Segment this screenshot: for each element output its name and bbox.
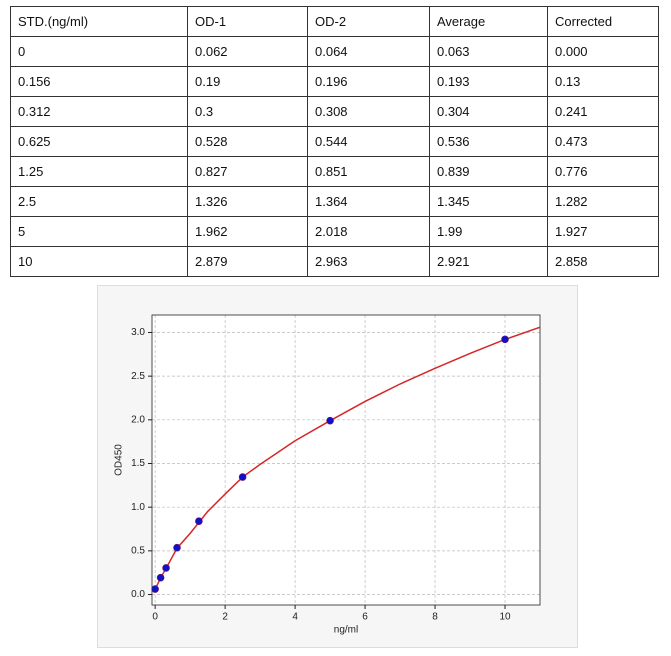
table-cell: STD.(ng/ml) <box>10 6 188 37</box>
x-tick-label: 6 <box>362 612 368 623</box>
table-cell: 0.063 <box>429 36 548 67</box>
y-tick-label: 2.0 <box>131 414 145 425</box>
table-cell: Average <box>429 6 548 37</box>
table-cell: 10 <box>10 246 188 277</box>
table-cell: 2.018 <box>307 216 430 247</box>
table-cell: 0.062 <box>187 36 308 67</box>
y-tick-label: 1.5 <box>131 458 145 469</box>
table-cell: 1.25 <box>10 156 188 187</box>
table-cell: OD-2 <box>307 6 430 37</box>
table-cell: Corrected <box>547 6 659 37</box>
header-row: STD.(ng/ml) OD-1 OD-2 Average Corrected <box>10 6 659 37</box>
table-cell: 1.927 <box>547 216 659 247</box>
table-row: 2.5 1.326 1.364 1.345 1.282 <box>10 186 659 217</box>
table-cell: 0.241 <box>547 96 659 127</box>
table-row: 0 0.062 0.064 0.063 0.000 <box>10 36 659 67</box>
table-cell: 0.827 <box>187 156 308 187</box>
data-point <box>326 416 334 425</box>
table-cell: 2.5 <box>10 186 188 217</box>
fit-curve <box>154 326 540 590</box>
y-tick-label: 3.0 <box>131 327 145 338</box>
data-point <box>162 564 170 572</box>
table-cell: 0.196 <box>307 66 430 97</box>
table-cell: 0.064 <box>307 36 430 67</box>
x-tick-label: 0 <box>152 612 158 623</box>
table-cell: 0.13 <box>547 66 659 97</box>
table-cell: 0.473 <box>547 126 659 157</box>
table-cell: 1.99 <box>429 216 548 247</box>
plot-frame <box>151 314 541 606</box>
x-tick-label: 8 <box>432 612 438 623</box>
table-cell: 0.308 <box>307 96 430 127</box>
table-cell: 0.528 <box>187 126 308 157</box>
table-cell: 1.326 <box>187 186 308 217</box>
x-tick-label: 2 <box>222 612 228 623</box>
table-cell: 0.776 <box>547 156 659 187</box>
table-cell: 1.345 <box>429 186 548 217</box>
plot-area <box>152 315 540 605</box>
data-point <box>156 573 165 582</box>
table-cell: 2.858 <box>547 246 659 277</box>
data-point <box>501 335 509 344</box>
table-cell: 0.19 <box>187 66 308 97</box>
table-cell: 0 <box>10 36 188 67</box>
table-cell: 0.839 <box>429 156 548 187</box>
data-table: STD.(ng/ml) OD-1 OD-2 Average Corrected 0 0.06… <box>10 6 659 277</box>
table-row: 0.312 0.3 0.308 0.304 0.241 <box>10 96 659 127</box>
table-cell: 0.193 <box>429 66 548 97</box>
table-cell: OD-1 <box>187 6 308 37</box>
table-row: 1.25 0.827 0.851 0.839 0.776 <box>10 156 659 187</box>
data-point <box>173 543 181 552</box>
table-cell: 0.536 <box>429 126 548 157</box>
table-cell: 0.156 <box>10 66 188 97</box>
table-row: 10 2.879 2.963 2.921 2.858 <box>10 246 659 277</box>
y-tick-label: 2.5 <box>131 371 145 382</box>
table-cell: 0.625 <box>10 126 188 157</box>
x-tick-label: 4 <box>292 612 298 623</box>
chart: ng/ml OD450 0 2 4 6 8 10 0.0 0.5 1.0 1.5 2.0 2.5 3.0 <box>97 285 578 648</box>
table-cell: 0.544 <box>307 126 430 157</box>
table-cell: 0.851 <box>307 156 430 187</box>
table-cell: 1.962 <box>187 216 308 247</box>
table-row: 0.625 0.528 0.544 0.536 0.473 <box>10 126 659 157</box>
data-point <box>195 517 203 526</box>
table-cell: 2.879 <box>187 246 308 277</box>
table-cell: 2.921 <box>429 246 548 277</box>
x-tick-label: 10 <box>499 612 511 623</box>
table-cell: 0.000 <box>547 36 659 67</box>
table-cell: 1.364 <box>307 186 430 217</box>
table-cell: 0.312 <box>10 96 188 127</box>
table-cell: 0.3 <box>187 96 308 127</box>
y-tick-label: 0.5 <box>131 545 145 556</box>
y-axis-label: OD450 <box>114 444 125 476</box>
y-tick-label: 0.0 <box>131 589 145 600</box>
table-cell: 0.304 <box>429 96 548 127</box>
data-point <box>151 585 159 593</box>
table-row: 0.156 0.19 0.196 0.193 0.13 <box>10 66 659 97</box>
y-tick-label: 1.0 <box>131 502 145 513</box>
table-cell: 2.963 <box>307 246 430 277</box>
data-point <box>238 473 247 481</box>
table-row: 5 1.962 2.018 1.99 1.927 <box>10 216 659 247</box>
table-cell: 5 <box>10 216 188 247</box>
table-cell: 1.282 <box>547 186 659 217</box>
x-axis-label: ng/ml <box>334 625 358 636</box>
